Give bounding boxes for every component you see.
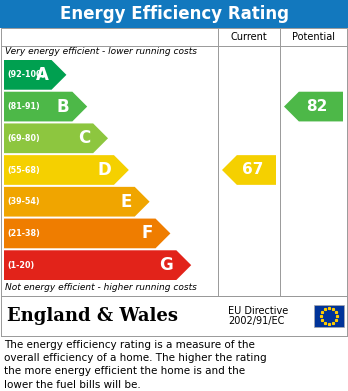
Text: 67: 67 (242, 163, 263, 178)
Text: G: G (160, 256, 173, 274)
Bar (1, 28, 347, 296)
Text: (55-68): (55-68) (7, 165, 40, 174)
Text: (1-20): (1-20) (7, 261, 34, 270)
Bar (314, 305, 344, 327)
Text: Not energy efficient - higher running costs: Not energy efficient - higher running co… (5, 283, 197, 292)
Text: Very energy efficient - lower running costs: Very energy efficient - lower running co… (5, 47, 197, 56)
Text: B: B (57, 98, 69, 116)
Text: (81-91): (81-91) (7, 102, 40, 111)
Bar (0, 0, 348, 28)
Text: England & Wales: England & Wales (7, 307, 178, 325)
Text: (92-100): (92-100) (7, 70, 45, 79)
Text: 2002/91/EC: 2002/91/EC (228, 316, 284, 326)
Polygon shape (4, 155, 129, 185)
Text: (69-80): (69-80) (7, 134, 40, 143)
Text: D: D (97, 161, 111, 179)
Polygon shape (4, 187, 150, 217)
Text: 82: 82 (307, 99, 328, 114)
Text: EU Directive: EU Directive (228, 306, 288, 316)
Text: C: C (78, 129, 90, 147)
Text: E: E (120, 193, 132, 211)
Text: F: F (141, 224, 152, 242)
Text: A: A (35, 66, 48, 84)
Text: The energy efficiency rating is a measure of the
overall efficiency of a home. T: The energy efficiency rating is a measur… (4, 340, 267, 389)
Polygon shape (4, 219, 171, 248)
Polygon shape (4, 92, 87, 122)
Polygon shape (222, 155, 276, 185)
Polygon shape (4, 124, 108, 153)
Polygon shape (284, 92, 343, 122)
Text: (39-54): (39-54) (7, 197, 40, 206)
Text: (21-38): (21-38) (7, 229, 40, 238)
Text: Energy Efficiency Rating: Energy Efficiency Rating (60, 5, 288, 23)
Text: Potential: Potential (292, 32, 335, 42)
Polygon shape (4, 250, 191, 280)
Text: Current: Current (231, 32, 267, 42)
Polygon shape (4, 60, 66, 90)
